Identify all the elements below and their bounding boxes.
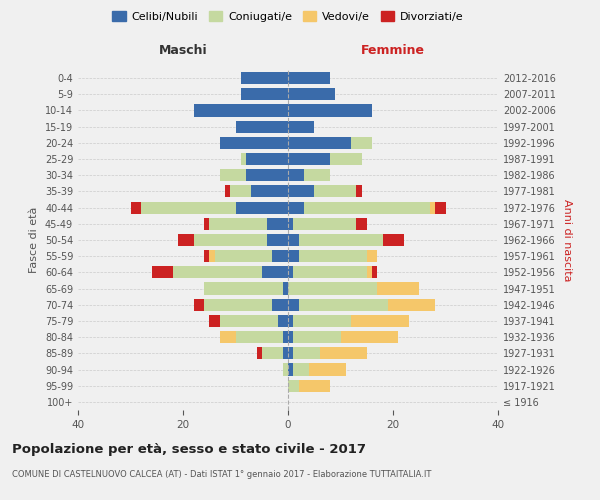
Bar [351,315,409,327]
Bar [283,282,288,294]
Bar [288,104,372,117]
Bar [293,315,351,327]
Bar [257,348,262,360]
Bar [309,364,346,376]
Bar [288,234,299,246]
Bar [288,348,293,360]
Bar [304,202,430,213]
Bar [204,298,272,311]
Bar [193,298,204,311]
Bar [341,331,398,343]
Bar [288,218,293,230]
Bar [288,380,299,392]
Bar [288,364,293,376]
Bar [220,137,288,149]
Bar [288,202,304,213]
Bar [277,315,288,327]
Bar [288,120,314,132]
Bar [262,348,283,360]
Legend: Celibi/Nubili, Coniugati/e, Vedovi/e, Divorziati/e: Celibi/Nubili, Coniugati/e, Vedovi/e, Di… [109,8,467,25]
Bar [299,250,367,262]
Bar [288,72,330,84]
Bar [220,169,246,181]
Bar [283,331,288,343]
Bar [283,348,288,360]
Bar [288,137,351,149]
Bar [246,169,288,181]
Bar [151,266,173,278]
Bar [299,380,330,392]
Bar [204,250,209,262]
Bar [314,186,356,198]
Bar [288,331,293,343]
Bar [356,186,361,198]
Bar [288,315,293,327]
Text: Femmine: Femmine [361,44,425,57]
Bar [204,282,283,294]
Bar [330,153,361,165]
Bar [288,153,330,165]
Bar [209,315,220,327]
Bar [204,218,209,230]
Bar [299,298,388,311]
Bar [272,250,288,262]
Text: Popolazione per età, sesso e stato civile - 2017: Popolazione per età, sesso e stato civil… [12,442,366,456]
Bar [288,186,314,198]
Bar [235,202,288,213]
Bar [383,234,404,246]
Bar [241,88,288,101]
Bar [209,250,215,262]
Bar [435,202,445,213]
Bar [377,282,419,294]
Bar [288,298,299,311]
Bar [235,331,283,343]
Bar [225,186,230,198]
Bar [299,234,383,246]
Text: Maschi: Maschi [158,44,208,57]
Bar [288,282,377,294]
Bar [288,250,299,262]
Bar [293,364,309,376]
Bar [293,266,367,278]
Y-axis label: Fasce di età: Fasce di età [29,207,39,273]
Bar [267,218,288,230]
Bar [215,250,272,262]
Y-axis label: Anni di nascita: Anni di nascita [562,198,572,281]
Bar [288,169,304,181]
Bar [304,169,330,181]
Bar [267,234,288,246]
Bar [193,234,267,246]
Bar [388,298,435,311]
Bar [320,348,367,360]
Bar [193,104,288,117]
Bar [367,266,372,278]
Bar [178,234,193,246]
Bar [241,72,288,84]
Bar [251,186,288,198]
Bar [288,266,293,278]
Bar [372,266,377,278]
Text: COMUNE DI CASTELNUOVO CALCEA (AT) - Dati ISTAT 1° gennaio 2017 - Elaborazione TU: COMUNE DI CASTELNUOVO CALCEA (AT) - Dati… [12,470,431,479]
Bar [293,218,356,230]
Bar [356,218,367,230]
Bar [430,202,435,213]
Bar [173,266,262,278]
Bar [209,218,267,230]
Bar [230,186,251,198]
Bar [220,315,277,327]
Bar [246,153,288,165]
Bar [262,266,288,278]
Bar [272,298,288,311]
Bar [293,331,341,343]
Bar [288,88,335,101]
Bar [351,137,372,149]
Bar [130,202,141,213]
Bar [241,153,246,165]
Bar [220,331,235,343]
Bar [283,364,288,376]
Bar [141,202,235,213]
Bar [367,250,377,262]
Bar [235,120,288,132]
Bar [293,348,320,360]
